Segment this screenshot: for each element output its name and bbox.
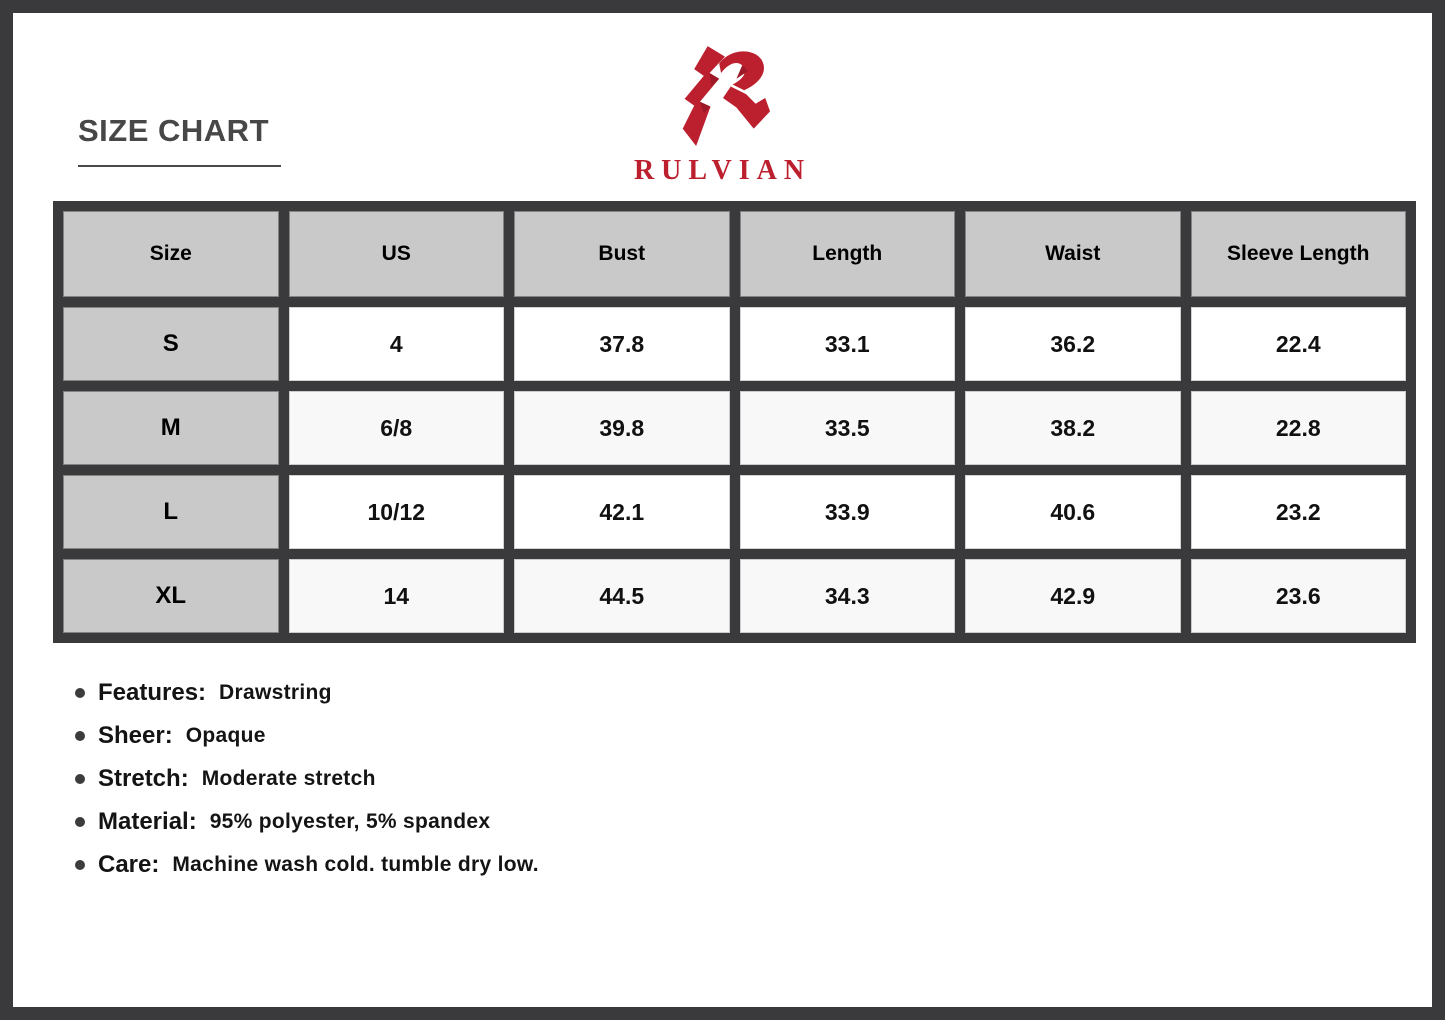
size-value-cell: 10/12 — [288, 475, 504, 549]
size-value-cell: 23.2 — [1190, 475, 1406, 549]
detail-item: Care: Machine wash cold. tumble dry low. — [75, 843, 539, 886]
size-value-cell: 37.8 — [514, 307, 730, 381]
size-value-cell: 42.9 — [965, 559, 1181, 633]
column-header-size: Size — [63, 211, 279, 297]
column-header-us: US — [288, 211, 504, 297]
table-row: XL 14 44.5 34.3 42.9 23.6 — [63, 559, 1406, 633]
row-size-label: XL — [63, 559, 279, 633]
detail-value: Machine wash cold. tumble dry low. — [172, 852, 539, 876]
size-value-cell: 6/8 — [288, 391, 504, 465]
size-value-cell: 33.1 — [739, 307, 955, 381]
detail-value: Opaque — [185, 723, 266, 747]
size-value-cell: 14 — [288, 559, 504, 633]
size-value-cell: 40.6 — [965, 475, 1181, 549]
column-header-waist: Waist — [965, 211, 1181, 297]
page-title: SIZE CHART — [78, 113, 269, 148]
size-chart-table: Size US Bust Length Waist Sleeve Length S 4 37.… — [53, 201, 1416, 643]
size-value-cell: 33.9 — [739, 475, 955, 549]
size-value-cell: 33.5 — [739, 391, 955, 465]
column-header-length: Length — [739, 211, 955, 297]
detail-item: Sheer: Opaque — [75, 714, 539, 757]
size-value-cell: 38.2 — [965, 391, 1181, 465]
detail-label: Stretch: — [98, 764, 189, 792]
brand-wordmark: RULVIAN — [633, 155, 812, 186]
row-size-label: S — [63, 307, 279, 381]
column-header-sleeve-length: Sleeve Length — [1190, 211, 1406, 297]
size-value-cell: 34.3 — [739, 559, 955, 633]
size-value-cell: 39.8 — [514, 391, 730, 465]
detail-label: Material: — [98, 807, 197, 835]
size-value-cell: 44.5 — [514, 559, 730, 633]
detail-label: Care: — [98, 850, 160, 878]
bullet-icon — [75, 816, 85, 827]
table-row: L 10/12 42.1 33.9 40.6 23.2 — [63, 475, 1406, 549]
bullet-icon — [75, 687, 85, 698]
detail-value: Moderate stretch — [201, 766, 376, 790]
row-size-label: L — [63, 475, 279, 549]
table-header-row: Size US Bust Length Waist Sleeve Length — [63, 211, 1406, 297]
details-list: Features: Drawstring Sheer: Opaque Stretch: M… — [75, 671, 539, 886]
detail-value: Drawstring — [219, 680, 332, 704]
bullet-icon — [75, 859, 85, 870]
bullet-icon — [75, 773, 85, 784]
table-row: M 6/8 39.8 33.5 38.2 22.8 — [63, 391, 1406, 465]
table-body: S 4 37.8 33.1 36.2 22.4 M 6/8 39.8 33.5 38.2 22.8 L 1… — [63, 307, 1406, 633]
size-value-cell: 4 — [288, 307, 504, 381]
bullet-icon — [75, 730, 85, 741]
size-value-cell: 22.8 — [1190, 391, 1406, 465]
size-value-cell: 42.1 — [514, 475, 730, 549]
size-value-cell: 22.4 — [1190, 307, 1406, 381]
rulvian-r-logo-icon — [682, 46, 770, 146]
size-value-cell: 36.2 — [965, 307, 1181, 381]
title-underline — [78, 165, 281, 167]
detail-value: 95% polyester, 5% spandex — [209, 809, 491, 833]
table-row: S 4 37.8 33.1 36.2 22.4 — [63, 307, 1406, 381]
size-value-cell: 23.6 — [1190, 559, 1406, 633]
row-size-label: M — [63, 391, 279, 465]
detail-label: Sheer: — [98, 721, 173, 749]
brand-logo: RULVIAN — [593, 43, 853, 187]
detail-item: Stretch: Moderate stretch — [75, 757, 539, 800]
title-block: SIZE CHART — [78, 113, 281, 167]
detail-item: Features: Drawstring — [75, 671, 539, 714]
detail-item: Material: 95% polyester, 5% spandex — [75, 800, 539, 843]
detail-label: Features: — [98, 678, 207, 706]
column-header-bust: Bust — [514, 211, 730, 297]
